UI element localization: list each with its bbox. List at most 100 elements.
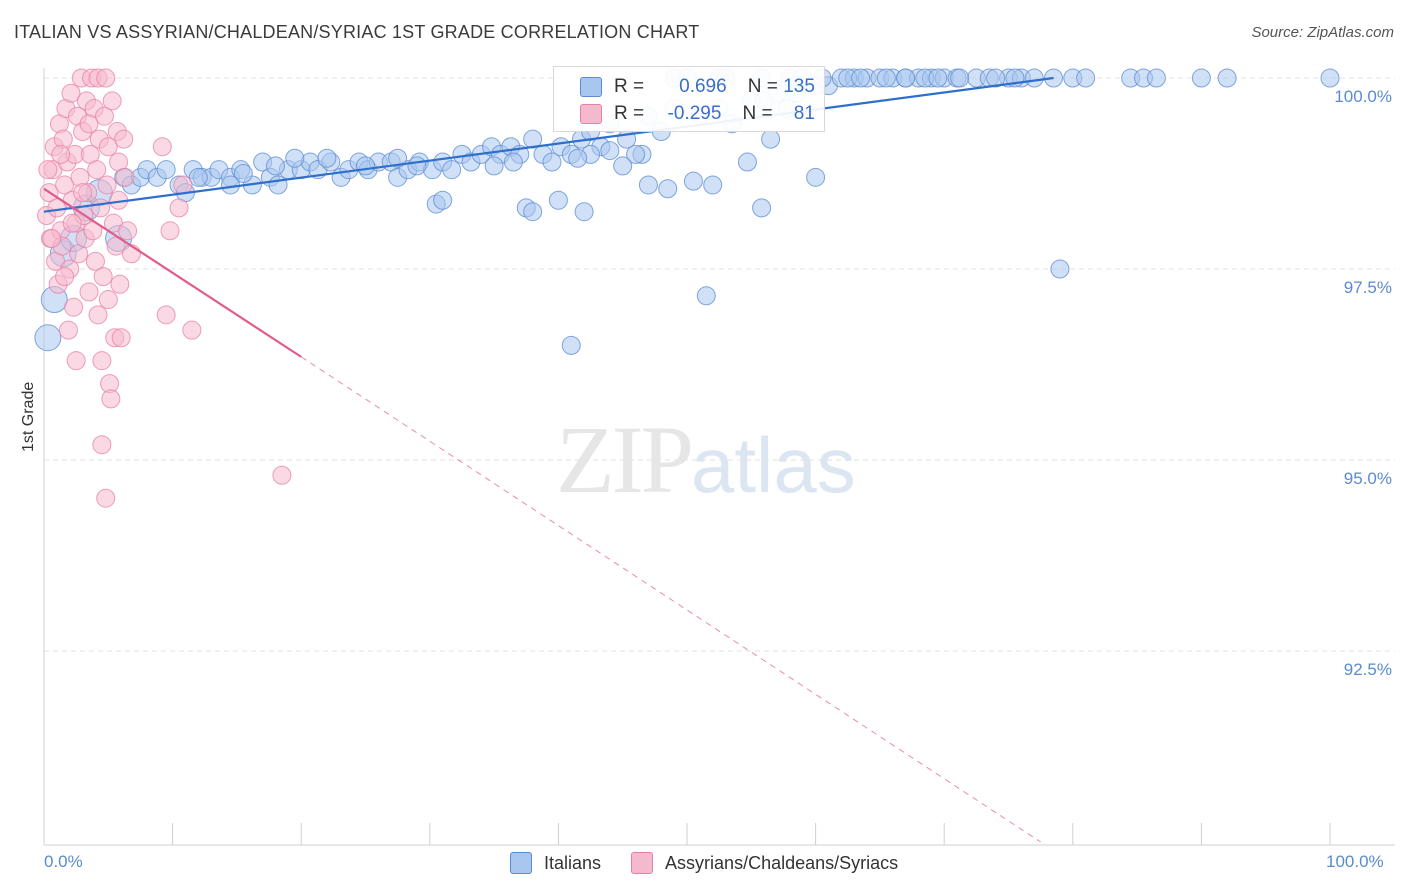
point-assyrians [51, 144, 71, 164]
point-assyrians [118, 221, 138, 241]
point-assyrians [61, 83, 81, 103]
watermark-atlas: atlas [691, 421, 856, 509]
point-assyrians [114, 129, 134, 149]
point-assyrians [121, 244, 141, 264]
point-italians [156, 160, 176, 180]
point-italians [188, 167, 208, 187]
point-italians [806, 167, 826, 187]
trendline-italians [43, 76, 1054, 213]
point-italians [1050, 259, 1070, 279]
point-assyrians [96, 488, 116, 508]
point-italians [986, 68, 1006, 88]
legend-n-value: 81 [793, 103, 815, 124]
point-italians [561, 335, 581, 355]
point-italians [220, 175, 240, 195]
point-italians [442, 160, 462, 180]
chart-title: ITALIAN VS ASSYRIAN/CHALDEAN/SYRIAC 1ST … [14, 22, 700, 42]
y-tick-label: 92.5% [1343, 660, 1392, 679]
point-assyrians [156, 305, 176, 325]
point-italians [388, 148, 408, 168]
legend-swatch-assyrians [631, 852, 654, 874]
point-italians [1146, 68, 1166, 88]
point-italians [658, 179, 678, 199]
point-assyrians [62, 213, 82, 233]
legend-n-label: N = [747, 76, 778, 97]
point-assyrians [97, 175, 117, 195]
point-italians [548, 190, 568, 210]
point-italians [523, 129, 543, 149]
point-assyrians [98, 137, 118, 157]
point-assyrians [92, 351, 112, 371]
point-italians [34, 324, 62, 352]
point-italians [626, 144, 646, 164]
point-italians [523, 202, 543, 222]
point-italians [928, 68, 948, 88]
point-assyrians [87, 160, 107, 180]
point-italians [896, 68, 916, 88]
legend-label: Assyrians/Chaldeans/Syriacs [665, 852, 899, 873]
legend-label: Italians [544, 852, 602, 873]
y-tick-label: 95.0% [1343, 469, 1392, 488]
point-italians [484, 156, 504, 176]
point-italians [1024, 68, 1044, 88]
point-assyrians [58, 320, 78, 340]
point-assyrians [85, 251, 105, 271]
point-assyrians [102, 91, 122, 111]
point-italians [317, 148, 337, 168]
x-tick-label: 0.0% [44, 852, 83, 871]
legend-swatch-blue [580, 77, 602, 97]
point-italians [1076, 68, 1096, 88]
point-assyrians [98, 290, 118, 310]
series-legend: Italians Assyrians/Chaldeans/Syriacs [510, 852, 928, 874]
point-italians [696, 286, 716, 306]
correlation-legend: R = 0.696 N = 135 R = -0.295 N = 81 [553, 66, 825, 132]
point-assyrians [96, 68, 116, 88]
point-italians [851, 68, 871, 88]
legend-swatch-italians [510, 852, 532, 874]
legend-r-value: 0.696 [679, 76, 727, 97]
point-assyrians [64, 297, 84, 317]
point-assyrians [79, 282, 99, 302]
point-italians [752, 198, 772, 218]
point-assyrians [111, 328, 131, 348]
point-assyrians [152, 137, 172, 157]
trendline-assyrians [43, 187, 302, 358]
point-italians [433, 190, 453, 210]
legend-item-italians[interactable]: Italians [510, 852, 601, 874]
point-italians [285, 148, 305, 168]
point-italians [268, 175, 288, 195]
point-assyrians [91, 198, 111, 218]
point-italians [356, 156, 375, 176]
point-assyrians [272, 465, 292, 485]
point-assyrians [42, 228, 62, 248]
point-assyrians [169, 198, 189, 218]
legend-item-assyrians[interactable]: Assyrians/Chaldeans/Syriacs [631, 852, 898, 874]
point-assyrians [55, 267, 75, 287]
point-italians [407, 156, 427, 176]
point-assyrians [73, 183, 93, 203]
y-tick-label: 100.0% [1334, 87, 1392, 106]
x-tick-label: 100.0% [1326, 852, 1384, 871]
point-assyrians [88, 305, 108, 325]
point-assyrians [93, 267, 113, 287]
point-italians [1320, 68, 1340, 88]
point-italians [1191, 68, 1211, 88]
point-assyrians [160, 221, 180, 241]
source-note: Source: ZipAtlas.com [1251, 24, 1394, 41]
point-assyrians [92, 435, 112, 455]
y-tick-label: 97.5% [1343, 278, 1392, 297]
legend-n-label: N = [742, 103, 773, 124]
point-assyrians [110, 274, 130, 294]
legend-r-label: R = [614, 103, 645, 124]
point-assyrians [79, 114, 99, 134]
point-italians [703, 175, 723, 195]
legend-n-value: 135 [783, 76, 815, 97]
point-italians [568, 148, 588, 168]
point-assyrians [101, 389, 121, 409]
point-assyrians [94, 106, 114, 126]
point-italians [761, 129, 781, 149]
legend-r-label: R = [614, 76, 645, 97]
point-assyrians [182, 320, 202, 340]
point-assyrians [66, 351, 86, 371]
